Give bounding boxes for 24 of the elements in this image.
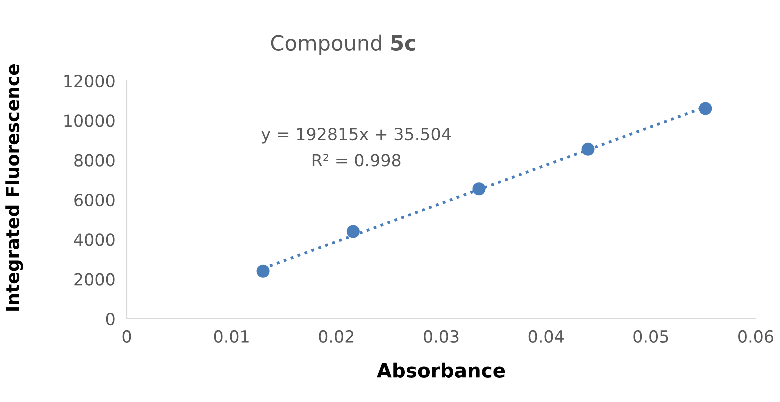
point [346, 225, 360, 238]
y-tick-label: 2000 [74, 273, 115, 286]
y-tick-label: 0 [106, 312, 115, 326]
annotation: y = 192815x + 35.504 [262, 128, 452, 144]
y-tick-label: 10000 [64, 114, 115, 128]
y-tick-label: 6000 [74, 194, 115, 207]
y-axis-title: Integrated Fluorescence [6, 64, 24, 311]
y-tick-label: 12000 [64, 74, 115, 88]
point [256, 264, 270, 278]
point [472, 182, 486, 196]
y-tick-label: 8000 [74, 154, 115, 167]
chart-title: Compound 5c [271, 34, 416, 56]
x-tick-label: 0.01 [214, 330, 249, 344]
x-tick-label: 0.03 [424, 330, 459, 344]
x-axis-title: Absorbance [377, 362, 506, 378]
point [699, 102, 712, 116]
x-tick-label: 0.05 [634, 330, 668, 344]
point [582, 142, 595, 156]
x-tick-label: 0.06 [738, 330, 774, 344]
x-tick-label: 0.02 [319, 330, 354, 344]
x-tick-label: 0.04 [528, 330, 564, 344]
x-tick-label: 0 [122, 330, 132, 344]
y-tick-label: 4000 [74, 234, 115, 246]
annotation: R² = 0.998 [312, 154, 401, 167]
